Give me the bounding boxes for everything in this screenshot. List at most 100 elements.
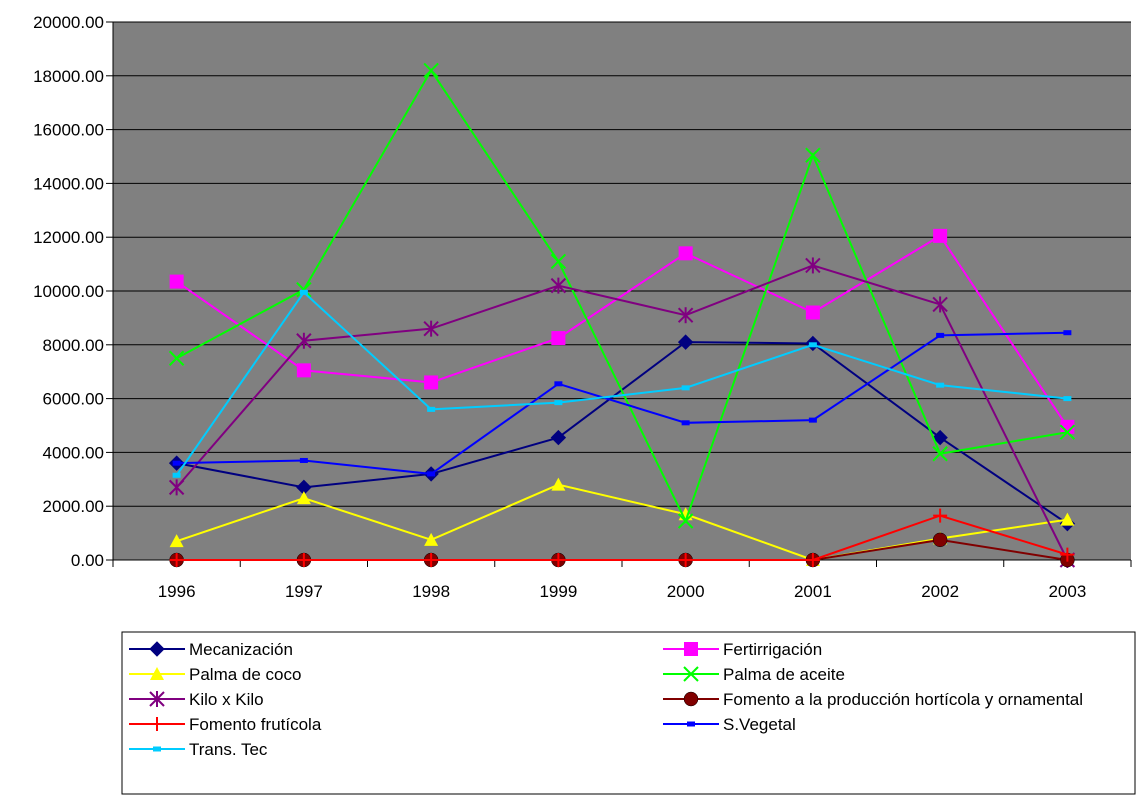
- legend-swatch-marker: [684, 642, 698, 656]
- data-point: [681, 385, 690, 391]
- y-tick-label: 4000.00: [43, 443, 104, 462]
- data-point: [677, 334, 694, 350]
- data-point: [1060, 547, 1075, 562]
- legend-item: Palma de aceite: [663, 665, 845, 684]
- series-palma-de-aceite: [168, 62, 1076, 529]
- data-point: [932, 296, 948, 313]
- legend-swatch-marker: [683, 666, 699, 682]
- series-line: [176, 234, 1069, 428]
- data-point: [550, 429, 567, 446]
- legend-item: Kilo x Kilo: [129, 690, 264, 709]
- data-point: [296, 281, 312, 298]
- y-tick-label: 0.00: [71, 551, 104, 570]
- y-tick-label: 14000.00: [33, 174, 104, 193]
- legend-swatch-marker: [149, 641, 165, 657]
- x-tick-label: 2003: [1048, 582, 1086, 601]
- legend-item: Palma de coco: [129, 665, 301, 684]
- series-line: [175, 290, 1068, 476]
- series-s-vegetal: [172, 330, 1072, 477]
- legend-item: Fertirrigación: [663, 640, 822, 659]
- data-point: [168, 350, 185, 366]
- data-point: [296, 553, 311, 567]
- data-point: [554, 381, 563, 387]
- y-tick-label: 10000.00: [33, 282, 104, 301]
- series-line: [175, 264, 1069, 561]
- data-point: [424, 532, 439, 546]
- x-tick-label: 2001: [794, 582, 832, 601]
- data-point: [551, 331, 566, 346]
- series-line: [176, 483, 1068, 562]
- data-point: [423, 320, 439, 337]
- x-axis-tick-labels: 1996 1997 1998 1999 2000 2001 2002 2003: [158, 582, 1087, 601]
- legend-label: Trans. Tec: [189, 740, 268, 759]
- legend-label: Fomento frutícola: [189, 715, 322, 734]
- legend-item: Fomento frutícola: [129, 715, 322, 734]
- data-point: [936, 382, 945, 388]
- data-point: [808, 342, 817, 348]
- data-point: [1063, 330, 1072, 336]
- legend-item: S.Vegetal: [663, 715, 796, 734]
- legend-item: Trans. Tec: [129, 740, 268, 759]
- series-kilo-x-kilo: [168, 257, 1076, 568]
- legend: Mecanización Fertirrigación Palma de coco P…: [121, 631, 1136, 795]
- series-line: [176, 514, 1068, 561]
- data-point: [1059, 424, 1076, 440]
- legend-swatch-marker: [150, 717, 164, 731]
- legend-label: Mecanización: [189, 640, 293, 659]
- legend-label: Palma de coco: [189, 665, 301, 684]
- legend-label: Palma de aceite: [723, 665, 845, 684]
- legend-label: Fomento a la producción hortícola y orna…: [723, 690, 1083, 709]
- data-point: [681, 420, 690, 426]
- legend-label: Fertirrigación: [723, 640, 822, 659]
- data-point: [805, 147, 821, 163]
- data-point: [299, 457, 308, 463]
- data-point: [423, 62, 439, 79]
- data-point: [551, 553, 566, 567]
- y-tick-label: 6000.00: [43, 390, 104, 409]
- data-point: [550, 277, 567, 294]
- data-point: [1063, 396, 1072, 402]
- legend-swatch-marker: [683, 691, 699, 707]
- x-tick-label: 1996: [158, 582, 196, 601]
- legend-item: Fomento a la producción hortícola y orna…: [663, 690, 1083, 709]
- data-point: [1060, 512, 1075, 526]
- data-point: [1060, 419, 1075, 434]
- data-point: [169, 534, 184, 548]
- series-fertirrigaci-n: [169, 228, 1075, 434]
- y-axis-tick-labels: 0.00 2000.00 4000.00 6000.00 8000.00 10000.00…: [33, 13, 104, 570]
- data-point: [427, 406, 436, 412]
- series-line: [176, 331, 1068, 475]
- data-point: [933, 228, 948, 243]
- data-point: [805, 305, 820, 320]
- series-line: [176, 68, 1068, 524]
- y-tick-label: 12000.00: [33, 228, 104, 247]
- x-tick-label: 2000: [667, 582, 705, 601]
- data-point: [805, 553, 820, 567]
- data-point: [808, 417, 817, 423]
- series-layer: [168, 62, 1076, 568]
- data-point: [296, 491, 311, 505]
- y-tick-label: 18000.00: [33, 67, 104, 86]
- data-point: [169, 553, 184, 567]
- x-tick-label: 1999: [539, 582, 577, 601]
- y-tick-label: 2000.00: [43, 497, 104, 516]
- data-point: [677, 513, 694, 529]
- data-point: [551, 477, 566, 491]
- legend-label: Kilo x Kilo: [189, 690, 264, 709]
- legend-box: [121, 631, 1136, 795]
- data-point: [933, 508, 948, 523]
- data-point: [932, 429, 948, 446]
- legend-swatch-marker: [149, 691, 165, 707]
- data-point: [554, 400, 563, 406]
- data-point: [424, 375, 439, 390]
- data-point: [172, 460, 181, 466]
- data-point: [932, 446, 948, 462]
- legend-item: Mecanización: [129, 640, 293, 659]
- y-tick-label: 8000.00: [43, 336, 104, 355]
- data-point: [678, 246, 693, 261]
- x-tick-label: 1997: [285, 582, 323, 601]
- data-point: [168, 479, 185, 496]
- legend-swatch-marker: [687, 721, 695, 727]
- data-point: [677, 307, 694, 324]
- data-point: [678, 553, 693, 567]
